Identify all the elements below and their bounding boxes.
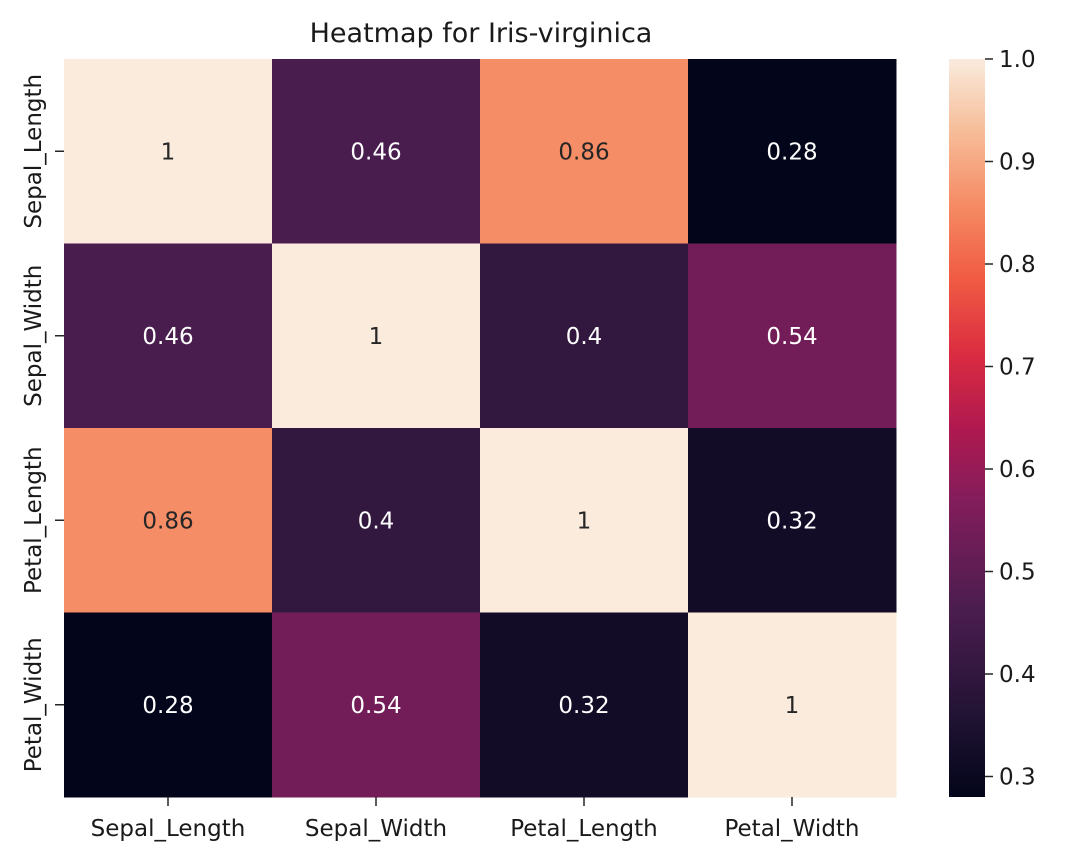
heatmap-cell (480, 428, 689, 613)
colorbar-tick-label: 0.6 (999, 457, 1036, 483)
heatmap-cell (272, 243, 481, 429)
cell-value-label: 0.28 (142, 693, 193, 719)
x-tick-label: Sepal_Width (305, 816, 447, 842)
colorbar-tick-label: 0.7 (999, 355, 1036, 381)
cell-value-label: 0.28 (766, 139, 817, 165)
cell-value-label: 0.32 (766, 508, 817, 534)
y-tick-label: Sepal_Width (21, 265, 47, 407)
cell-value-label: 1 (369, 324, 384, 350)
colorbar-tick-label: 0.9 (999, 150, 1036, 176)
colorbar-gradient (949, 59, 985, 797)
cell-value-label: 1 (577, 508, 592, 534)
colorbar: 0.3 0.4 0.5 0.6 0.7 0.8 0.9 1.0 (949, 47, 1036, 797)
cell-value-label: 0.54 (766, 324, 817, 350)
cell-value-label: 0.86 (558, 139, 609, 165)
x-tick-label: Petal_Width (724, 816, 859, 842)
cell-value-label: 1 (161, 139, 176, 165)
x-tick-label: Petal_Length (510, 816, 658, 842)
cell-value-label: 0.86 (142, 508, 193, 534)
x-axis: Sepal_Length Sepal_Width Petal_Length Petal… (91, 797, 860, 842)
colorbar-tick-label: 1.0 (999, 47, 1036, 73)
heatmap-cell (688, 428, 897, 613)
heatmap-cell (480, 612, 689, 798)
cell-value-label: 0.4 (358, 508, 395, 534)
heatmap-cell (64, 59, 273, 244)
heatmap-cell (480, 59, 689, 244)
cell-value-label: 1 (785, 693, 800, 719)
heatmap-cell (272, 59, 481, 244)
heatmap-cell (688, 243, 897, 429)
heatmap-cell (480, 243, 689, 429)
cell-value-label: 0.46 (142, 324, 193, 350)
x-tick-label: Sepal_Length (91, 816, 246, 842)
colorbar-tick-label: 0.5 (999, 560, 1036, 586)
colorbar-ticks: 0.3 0.4 0.5 0.6 0.7 0.8 0.9 1.0 (985, 47, 1036, 791)
colorbar-tick-label: 0.8 (999, 252, 1036, 278)
heatmap-cell (272, 428, 481, 613)
y-tick-label: Petal_Width (21, 637, 47, 772)
heatmap-cell (688, 59, 897, 244)
y-axis: Sepal_Length Sepal_Width Petal_Length Petal… (21, 74, 64, 772)
y-tick-label: Sepal_Length (21, 74, 47, 229)
heatmap-cell (272, 612, 481, 798)
colorbar-tick-label: 0.4 (999, 662, 1036, 688)
heatmap-cell (64, 428, 273, 613)
heatmap-cell (64, 612, 273, 798)
colorbar-tick-label: 0.3 (999, 765, 1036, 791)
cell-value-label: 0.32 (558, 693, 609, 719)
heatmap-cell (64, 243, 273, 429)
chart-title: Heatmap for Iris-virginica (310, 18, 653, 49)
heatmap-cell (688, 612, 897, 798)
heatmap-cells: 1 0.46 0.86 0.28 0.46 1 0.4 0.54 0.86 0.4 1 0.32 0.2… (64, 59, 897, 798)
y-tick-label: Petal_Length (21, 446, 47, 594)
cell-value-label: 0.54 (350, 693, 401, 719)
cell-value-label: 0.46 (350, 139, 401, 165)
cell-value-label: 0.4 (566, 324, 603, 350)
